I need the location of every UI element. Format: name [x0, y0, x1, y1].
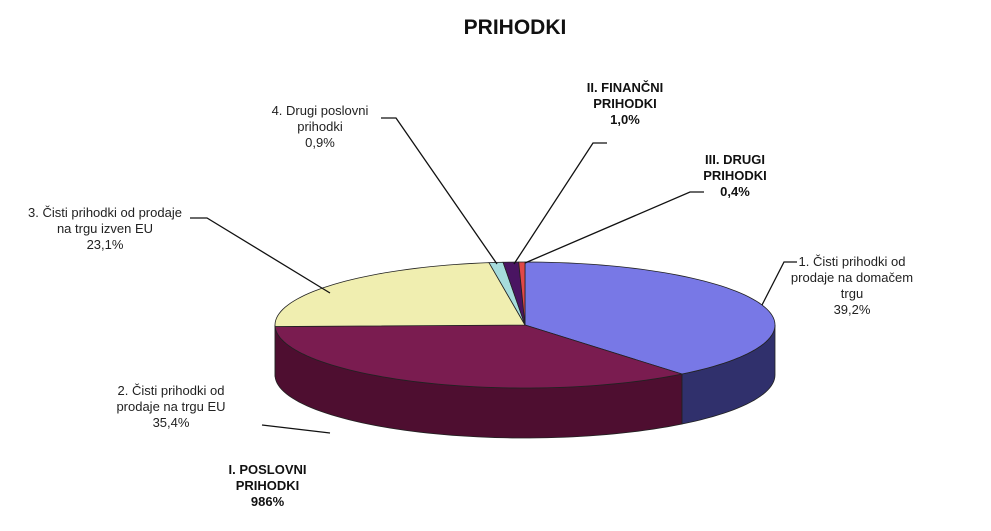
- label-name: II. FINANČNI PRIHODKI: [586, 80, 664, 111]
- label-value: 1,0%: [610, 112, 640, 127]
- label-value: 35,4%: [152, 415, 190, 430]
- data-label: 4. Drugi poslovni prihodki 0,9%: [255, 103, 385, 151]
- data-label: II. FINANČNI PRIHODKI 1,0%: [565, 80, 685, 128]
- chart-title: PRIHODKI: [463, 16, 567, 39]
- annotation: I. POSLOVNI PRIHODKI 986%: [205, 462, 330, 510]
- leader-line: [190, 217, 331, 294]
- label-name: 1. Čisti prihodki od prodaje na domačem …: [790, 254, 914, 301]
- leader-line: [524, 191, 704, 264]
- data-label: 1. Čisti prihodki od prodaje na domačem …: [790, 254, 914, 318]
- leader-line: [261, 424, 331, 434]
- label-name: 3. Čisti prihodki od prodaje na trgu izv…: [28, 205, 182, 236]
- label-name: III. DRUGI PRIHODKI: [703, 152, 767, 183]
- data-label: III. DRUGI PRIHODKI 0,4%: [685, 152, 785, 200]
- leader-line: [513, 142, 607, 265]
- annotation-text: I. POSLOVNI PRIHODKI: [228, 462, 307, 493]
- slice: [274, 262, 526, 327]
- annotation-value: 986%: [250, 494, 285, 509]
- label-value: 0,4%: [720, 184, 750, 199]
- label-name: 2. Čisti prihodki od prodaje na trgu EU: [116, 383, 226, 414]
- label-value: 39,2%: [833, 302, 871, 317]
- slice: [274, 324, 683, 389]
- slice: [518, 261, 526, 326]
- slice: [524, 261, 776, 375]
- label-name: 4. Drugi poslovni prihodki: [271, 103, 369, 134]
- data-label: 2. Čisti prihodki od prodaje na trgu EU 3…: [96, 383, 246, 431]
- leader-line: [761, 261, 797, 306]
- label-value: 0,9%: [305, 135, 335, 150]
- label-value: 23,1%: [86, 237, 124, 252]
- data-label: 3. Čisti prihodki od prodaje na trgu izv…: [20, 205, 190, 253]
- leader-line: [381, 117, 498, 265]
